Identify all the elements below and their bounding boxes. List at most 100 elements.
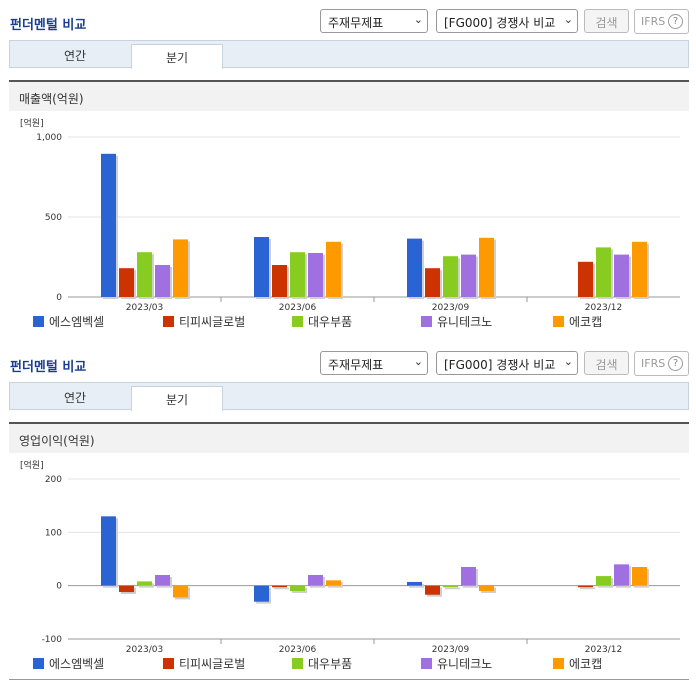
statement-select[interactable]: 주재무제표 ⌄ [320, 9, 428, 33]
bar-shadow [580, 587, 595, 590]
tab-annual[interactable]: 연간 [63, 391, 87, 405]
period-tabs: 연간 분기 [9, 382, 689, 411]
compare-select-value: [FG000] 경쟁사 비교 [444, 16, 556, 30]
ifrs-help-button[interactable]: IFRS ? [634, 9, 689, 34]
search-button[interactable]: 검색 [584, 9, 629, 33]
x-tick-label: 2023/06 [279, 303, 317, 311]
legend-label: 에코캡 [569, 657, 603, 671]
x-tick-label: 2023/09 [432, 645, 470, 653]
chart-legend: 에스엠벡셀 티피씨글로벌 대우부품 유니테크노 에코캡 [0, 313, 696, 333]
legend-label: 에스엠벡셀 [49, 315, 105, 329]
sales-bar-chart: [억원] 0 500 1,000 2023/03 2023/06 2023/09 2023/1… [20, 117, 680, 311]
legend-item: 유니테크노 [421, 655, 492, 672]
bar [173, 239, 188, 297]
x-tick-label: 2023/06 [279, 645, 317, 653]
bar [614, 564, 629, 586]
bar [101, 153, 116, 297]
period-tabs: 연간 분기 [9, 40, 689, 69]
chevron-down-icon: ⌄ [563, 13, 573, 26]
ifrs-label: IFRS [641, 15, 666, 28]
bar [479, 237, 494, 297]
bar [173, 585, 188, 598]
legend-item: 유니테크노 [421, 313, 492, 330]
y-tick-label: 100 [45, 528, 62, 538]
legend-item: 에코캡 [553, 655, 602, 672]
y-unit-label: [억원] [20, 459, 44, 471]
legend-swatch [33, 316, 44, 327]
compare-select-value: [FG000] 경쟁사 비교 [444, 358, 556, 372]
x-tick-label: 2023/03 [126, 645, 163, 653]
legend-label: 유니테크노 [437, 315, 493, 329]
bar [443, 585, 458, 588]
bar [308, 575, 323, 586]
bar [290, 252, 305, 297]
bar [137, 252, 152, 297]
y-tick-label: 0 [56, 582, 62, 592]
legend-item: 에코캡 [553, 313, 602, 330]
bar [254, 585, 269, 602]
tab-quarterly[interactable]: 분기 [131, 386, 223, 411]
bar [254, 237, 269, 297]
legend-item: 대우부품 [292, 655, 352, 672]
section-title: 펀더멘털 비교 [10, 360, 87, 375]
bar [407, 238, 422, 297]
bar [155, 265, 170, 297]
bar [578, 585, 593, 588]
legend-item: 대우부품 [292, 313, 352, 330]
bar [461, 254, 476, 297]
y-tick-label: 200 [45, 475, 62, 485]
divider [9, 679, 689, 680]
chevron-down-icon: ⌄ [413, 13, 423, 26]
legend-swatch [33, 658, 44, 669]
bar [407, 581, 422, 586]
bar [632, 567, 647, 586]
fundamental-section-operating-income: 펀더멘털 비교 주재무제표 ⌄ [FG000] 경쟁사 비교 ⌄ 검색 IFRS… [0, 342, 696, 684]
bar [479, 585, 494, 591]
y-tick-label: 500 [45, 213, 62, 223]
legend-label: 에스엠벡셀 [49, 657, 105, 671]
compare-select[interactable]: [FG000] 경쟁사 비교 ⌄ [436, 351, 578, 375]
legend-label: 대우부품 [308, 657, 353, 671]
bar [137, 581, 152, 586]
bar [326, 580, 341, 586]
section-header: 펀더멘털 비교 주재무제표 ⌄ [FG000] 경쟁사 비교 ⌄ 검색 IFRS… [0, 0, 696, 36]
legend-label: 티피씨글로벌 [179, 657, 246, 671]
x-tick-label: 2023/12 [585, 645, 622, 653]
help-icon: ? [668, 14, 683, 29]
ifrs-help-button[interactable]: IFRS ? [634, 351, 689, 376]
bar [614, 254, 629, 297]
legend-swatch [421, 658, 432, 669]
bar [461, 567, 476, 586]
tab-quarterly[interactable]: 분기 [131, 44, 223, 69]
tab-annual[interactable]: 연간 [63, 49, 87, 63]
legend-swatch [292, 316, 303, 327]
legend-label: 유니테크노 [437, 657, 493, 671]
chart-subheader: 영업이익(억원) [9, 422, 689, 453]
bar [425, 268, 440, 297]
y-tick-label: -100 [42, 635, 63, 645]
bar-shadow [409, 583, 424, 588]
bar [290, 585, 305, 591]
bar [272, 585, 287, 588]
section-header: 펀더멘털 비교 주재무제표 ⌄ [FG000] 경쟁사 비교 ⌄ 검색 IFRS… [0, 342, 696, 378]
legend-swatch [553, 658, 564, 669]
compare-select[interactable]: [FG000] 경쟁사 비교 ⌄ [436, 9, 578, 33]
statement-select-value: 주재무제표 [328, 16, 384, 30]
legend-swatch [553, 316, 564, 327]
fundamental-section-sales: 펀더멘털 비교 주재무제표 ⌄ [FG000] 경쟁사 비교 ⌄ 검색 IFRS… [0, 0, 696, 333]
x-tick-label: 2023/12 [585, 303, 622, 311]
bar [596, 576, 611, 586]
x-tick-label: 2023/09 [432, 303, 470, 311]
legend-item: 에스엠벡셀 [33, 313, 104, 330]
bar-shadow [274, 587, 289, 590]
legend-label: 에코캡 [569, 315, 603, 329]
legend-item: 에스엠벡셀 [33, 655, 104, 672]
bar [101, 516, 116, 586]
search-button[interactable]: 검색 [584, 351, 629, 375]
bar [425, 585, 440, 595]
legend-item: 티피씨글로벌 [163, 313, 245, 330]
statement-select[interactable]: 주재무제표 ⌄ [320, 351, 428, 375]
bar [272, 265, 287, 297]
operating-income-bar-chart: [억원] -100 0 100 200 2023/03 2023/06 2023/09 2023… [20, 459, 680, 653]
chevron-down-icon: ⌄ [413, 355, 423, 368]
